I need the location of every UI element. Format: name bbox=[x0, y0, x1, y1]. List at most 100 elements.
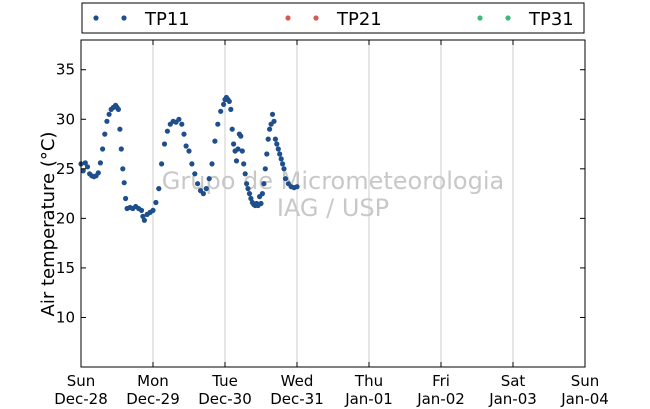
point-TP11-44 bbox=[179, 121, 185, 127]
xtick-day-5: Fri bbox=[432, 372, 450, 390]
point-TP11-52 bbox=[200, 191, 206, 197]
point-TP11-49 bbox=[192, 171, 198, 177]
legend-marker-TP31-a bbox=[477, 15, 483, 21]
legend-marker-TP21-a bbox=[285, 15, 291, 21]
point-TP11-100 bbox=[280, 161, 286, 167]
point-TP11-59 bbox=[221, 101, 227, 107]
point-TP11-64 bbox=[228, 106, 234, 112]
point-TP11-87 bbox=[261, 181, 267, 187]
point-TP11-73 bbox=[241, 161, 247, 167]
point-TP11-94 bbox=[271, 118, 277, 124]
point-TP11-34 bbox=[150, 207, 156, 213]
point-TP11-19 bbox=[117, 126, 123, 132]
series-TP11 bbox=[78, 94, 300, 223]
legend-marker-TP11-b bbox=[121, 15, 127, 21]
xtick-day-7: Sun bbox=[571, 372, 600, 390]
point-TP11-30 bbox=[140, 213, 146, 219]
point-TP11-63 bbox=[226, 98, 232, 104]
point-TP11-20 bbox=[118, 146, 124, 152]
point-TP11-57 bbox=[215, 121, 221, 127]
point-TP11-48 bbox=[189, 161, 195, 167]
point-TP11-85 bbox=[258, 200, 264, 207]
point-TP11-36 bbox=[156, 186, 162, 192]
point-TP11-101 bbox=[281, 166, 287, 172]
legend-item-TP31: TP31 bbox=[477, 9, 574, 30]
point-TP11-22 bbox=[121, 180, 127, 186]
legend-label-TP11: TP11 bbox=[144, 9, 190, 30]
point-TP11-97 bbox=[275, 146, 281, 152]
point-TP11-77 bbox=[246, 191, 253, 197]
point-TP11-50 bbox=[195, 181, 201, 187]
point-TP11-21 bbox=[120, 166, 126, 172]
xtick-date-0: Dec-28 bbox=[54, 390, 108, 408]
ytick-label-30: 30 bbox=[56, 110, 75, 128]
xtick-day-3: Wed bbox=[281, 372, 314, 390]
watermark-line-1: Grupo de Micrometeorologia bbox=[162, 167, 504, 195]
legend-item-TP21: TP21 bbox=[285, 9, 382, 30]
point-TP11-69 bbox=[235, 146, 241, 152]
xtick-day-0: Sun bbox=[67, 372, 96, 390]
point-TP11-89 bbox=[264, 151, 270, 157]
legend-frame bbox=[81, 2, 585, 34]
point-TP11-29 bbox=[138, 207, 145, 213]
point-TP11-78 bbox=[248, 195, 254, 202]
point-TP11-9 bbox=[97, 160, 103, 166]
point-TP11-90 bbox=[265, 136, 271, 142]
xtick-date-3: Dec-31 bbox=[270, 390, 324, 408]
point-TP11-99 bbox=[278, 156, 284, 162]
point-TP11-11 bbox=[102, 131, 108, 137]
point-TP11-39 bbox=[164, 128, 170, 134]
point-TP11-72 bbox=[239, 148, 245, 154]
ytick-label-15: 15 bbox=[56, 259, 75, 277]
point-TP11-76 bbox=[245, 186, 251, 192]
plot-frame bbox=[80, 39, 586, 368]
point-TP11-10 bbox=[100, 146, 106, 152]
xtick-day-1: Mon bbox=[137, 372, 169, 390]
point-TP11-88 bbox=[262, 166, 268, 172]
point-TP11-54 bbox=[206, 176, 212, 182]
point-TP11-71 bbox=[238, 133, 244, 139]
point-TP11-35 bbox=[153, 199, 159, 206]
point-TP11-55 bbox=[209, 161, 215, 167]
legend-marker-TP11-a bbox=[93, 15, 99, 21]
xtick-date-1: Dec-29 bbox=[126, 390, 180, 408]
point-TP11-23 bbox=[123, 195, 129, 202]
point-TP11-74 bbox=[242, 171, 248, 177]
xtick-date-7: Jan-04 bbox=[560, 390, 609, 408]
point-TP11-98 bbox=[277, 151, 283, 157]
point-TP11-91 bbox=[267, 126, 273, 132]
point-TP11-53 bbox=[203, 186, 209, 192]
ytick-label-10: 10 bbox=[56, 308, 75, 326]
point-TP11-102 bbox=[282, 176, 289, 182]
point-TP11-86 bbox=[259, 191, 265, 197]
xtick-day-6: Sat bbox=[501, 372, 526, 390]
x-axis-ticks: SunDec-28MonDec-29TueDec-30WedDec-31ThuJ… bbox=[54, 40, 609, 408]
point-TP11-56 bbox=[212, 138, 218, 144]
point-TP11-65 bbox=[229, 126, 235, 132]
watermark-line-2: IAG / USP bbox=[277, 194, 389, 222]
y-axis-label: Air temperature (°C) bbox=[38, 132, 59, 317]
point-TP11-37 bbox=[159, 161, 165, 167]
point-TP11-93 bbox=[269, 111, 276, 117]
ytick-label-35: 35 bbox=[56, 61, 75, 79]
point-TP11-1 bbox=[80, 168, 86, 174]
legend-label-TP31: TP31 bbox=[528, 9, 574, 30]
xtick-day-2: Tue bbox=[211, 372, 238, 390]
point-TP11-31 bbox=[141, 217, 147, 223]
y-axis-ticks: 10 15 20 25 30 35 bbox=[56, 61, 585, 326]
xtick-date-6: Jan-03 bbox=[488, 390, 537, 408]
point-TP11-68 bbox=[233, 158, 240, 164]
point-TP11-3 bbox=[84, 164, 91, 170]
point-TP11-45 bbox=[181, 131, 187, 137]
point-TP11-96 bbox=[274, 141, 280, 147]
point-TP11-47 bbox=[186, 148, 192, 154]
point-TP11-2 bbox=[82, 160, 88, 166]
point-TP11-38 bbox=[161, 141, 168, 147]
point-TP11-75 bbox=[244, 181, 250, 187]
ytick-label-25: 25 bbox=[56, 160, 75, 178]
point-TP11-43 bbox=[176, 116, 182, 122]
xtick-date-5: Jan-02 bbox=[416, 390, 465, 408]
grid-lines bbox=[152, 40, 514, 367]
